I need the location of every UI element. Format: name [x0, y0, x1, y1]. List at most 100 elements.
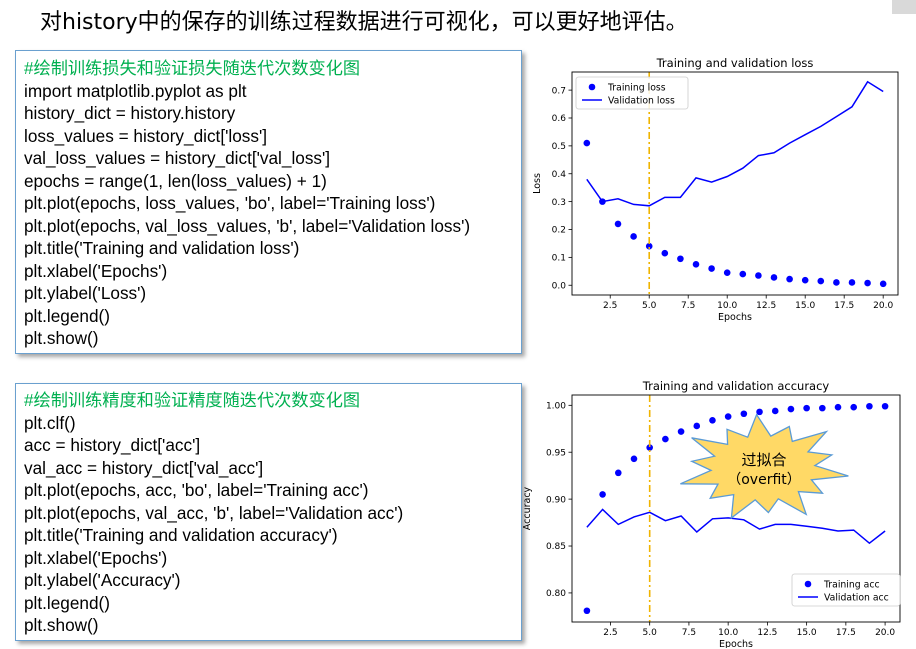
x-tick-label: 2.5 — [603, 628, 617, 638]
chart-title: Training and validation loss — [656, 56, 814, 70]
code-block-loss: #绘制训练损失和验证损失随迭代次数变化图 import matplotlib.py… — [15, 50, 522, 354]
legend-label: Training acc — [823, 579, 880, 590]
x-tick-label: 5.0 — [643, 628, 658, 638]
training-point — [724, 413, 732, 420]
code-line: history_dict = history.history — [24, 103, 236, 123]
chart-title: Training and validation accuracy — [642, 379, 830, 393]
code-line: val_acc = history_dict['val_acc'] — [24, 457, 264, 478]
training-point — [755, 272, 762, 279]
code-line: plt.xlabel('Epochs') — [24, 547, 168, 568]
training-point — [864, 279, 871, 287]
legend-box — [791, 573, 901, 607]
plot-frame — [571, 394, 901, 623]
y-axis-label: Accuracy — [522, 486, 533, 530]
training-point — [770, 274, 778, 281]
legend-label: Validation acc — [824, 592, 889, 603]
legend-label: Training loss — [607, 82, 666, 93]
training-point — [817, 277, 825, 285]
code-line: plt.plot(epochs, loss_values, 'bo', labe… — [24, 193, 436, 213]
x-axis-label: Epochs — [719, 639, 753, 648]
training-point — [848, 279, 856, 286]
training-point — [803, 404, 810, 412]
code-line: plt.legend() — [24, 592, 110, 613]
loss-chart: Training and validation loss 2.5 5.0 7.5 10.… — [532, 56, 899, 323]
training-point — [661, 249, 669, 257]
training-point — [819, 404, 826, 412]
overfit-callout-line1: 过拟合 — [741, 451, 786, 469]
x-tick-label: 15.0 — [797, 628, 817, 638]
x-tick-label: 7.5 — [682, 628, 696, 638]
legend-marker-dot — [588, 83, 596, 91]
overfit-callout-burst — [680, 413, 849, 520]
y-tick-label: 0.0 — [552, 281, 567, 291]
training-point — [583, 139, 591, 147]
y-tick-label: 0.95 — [546, 448, 566, 458]
training-point — [723, 269, 731, 276]
legend-box — [575, 76, 689, 110]
training-point — [786, 275, 793, 283]
code-line: acc = history_dict['acc'] — [24, 435, 201, 455]
training-point — [708, 265, 715, 272]
training-point — [850, 403, 858, 411]
x-tick-label: 7.5 — [681, 301, 695, 311]
legend-marker-dot — [804, 580, 812, 588]
code-comment: #绘制训练精度和验证精度随迭代次数变化图 — [24, 390, 361, 410]
training-point — [662, 435, 669, 443]
y-tick-label: 0.5 — [552, 142, 566, 152]
training-point — [739, 270, 747, 278]
training-point — [833, 279, 840, 286]
training-point — [834, 403, 842, 411]
overfit-callout-line2: （overfit） — [727, 472, 801, 488]
x-tick-label: 10.0 — [717, 301, 737, 311]
y-tick-label: 0.2 — [552, 226, 566, 236]
x-axis-label: Epochs — [718, 312, 752, 323]
training-point — [614, 469, 622, 477]
y-tick-label: 0.80 — [546, 589, 566, 599]
x-tick-label: 12.5 — [756, 301, 776, 311]
x-tick-label: 2.5 — [603, 301, 617, 311]
training-point — [881, 402, 889, 410]
training-point — [740, 410, 748, 418]
y-tick-label: 0.3 — [552, 198, 566, 208]
plot-frame — [571, 71, 899, 296]
code-line: plt.plot(epochs, val_acc, 'b', label='Va… — [24, 502, 404, 523]
validation-series-line — [586, 80, 884, 207]
code-line: plt.plot(epochs, acc, 'bo', label='Train… — [24, 480, 369, 500]
x-tick-label: 17.5 — [834, 301, 854, 311]
validation-series-line — [586, 508, 886, 545]
x-tick-label: 20.0 — [873, 301, 893, 311]
training-point — [630, 455, 638, 463]
training-point — [866, 402, 873, 410]
code-line: plt.show() — [24, 328, 99, 348]
code-line: plt.ylabel('Loss') — [24, 283, 147, 303]
code-line: plt.ylabel('Accuracy') — [24, 570, 181, 590]
code-line: plt.plot(epochs, val_loss_values, 'b', l… — [24, 215, 471, 236]
training-point — [771, 407, 779, 415]
x-tick-label: 17.5 — [836, 628, 856, 638]
y-tick-label: 1.00 — [546, 402, 566, 412]
y-tick-label: 0.90 — [546, 495, 566, 505]
training-point — [614, 220, 622, 228]
x-tick-label: 20.0 — [875, 628, 895, 638]
y-tick-label: 0.4 — [552, 170, 567, 180]
code-block-accuracy: #绘制训练精度和验证精度随迭代次数变化图 plt.clf() acc = histo… — [15, 383, 522, 641]
training-point — [583, 607, 591, 615]
training-point — [692, 261, 700, 268]
x-tick-label: 5.0 — [642, 301, 657, 311]
y-tick-label: 0.85 — [546, 542, 566, 552]
training-point — [756, 408, 763, 416]
code-line: plt.title('Training and validation accur… — [24, 525, 338, 545]
training-point — [693, 422, 701, 430]
y-tick-label: 0.7 — [552, 86, 566, 96]
training-point — [677, 255, 684, 263]
training-point — [801, 276, 809, 284]
legend-label: Validation loss — [608, 95, 675, 106]
code-line: plt.xlabel('Epochs') — [24, 260, 168, 281]
y-tick-label: 0.1 — [552, 254, 566, 264]
code-line: plt.show() — [24, 615, 99, 635]
training-point — [645, 242, 653, 250]
training-point — [646, 444, 653, 451]
page-heading: 对history中的保存的训练过程数据进行可视化，可以更好地评估。 — [40, 10, 688, 35]
training-point — [630, 233, 637, 240]
training-point — [677, 428, 685, 435]
